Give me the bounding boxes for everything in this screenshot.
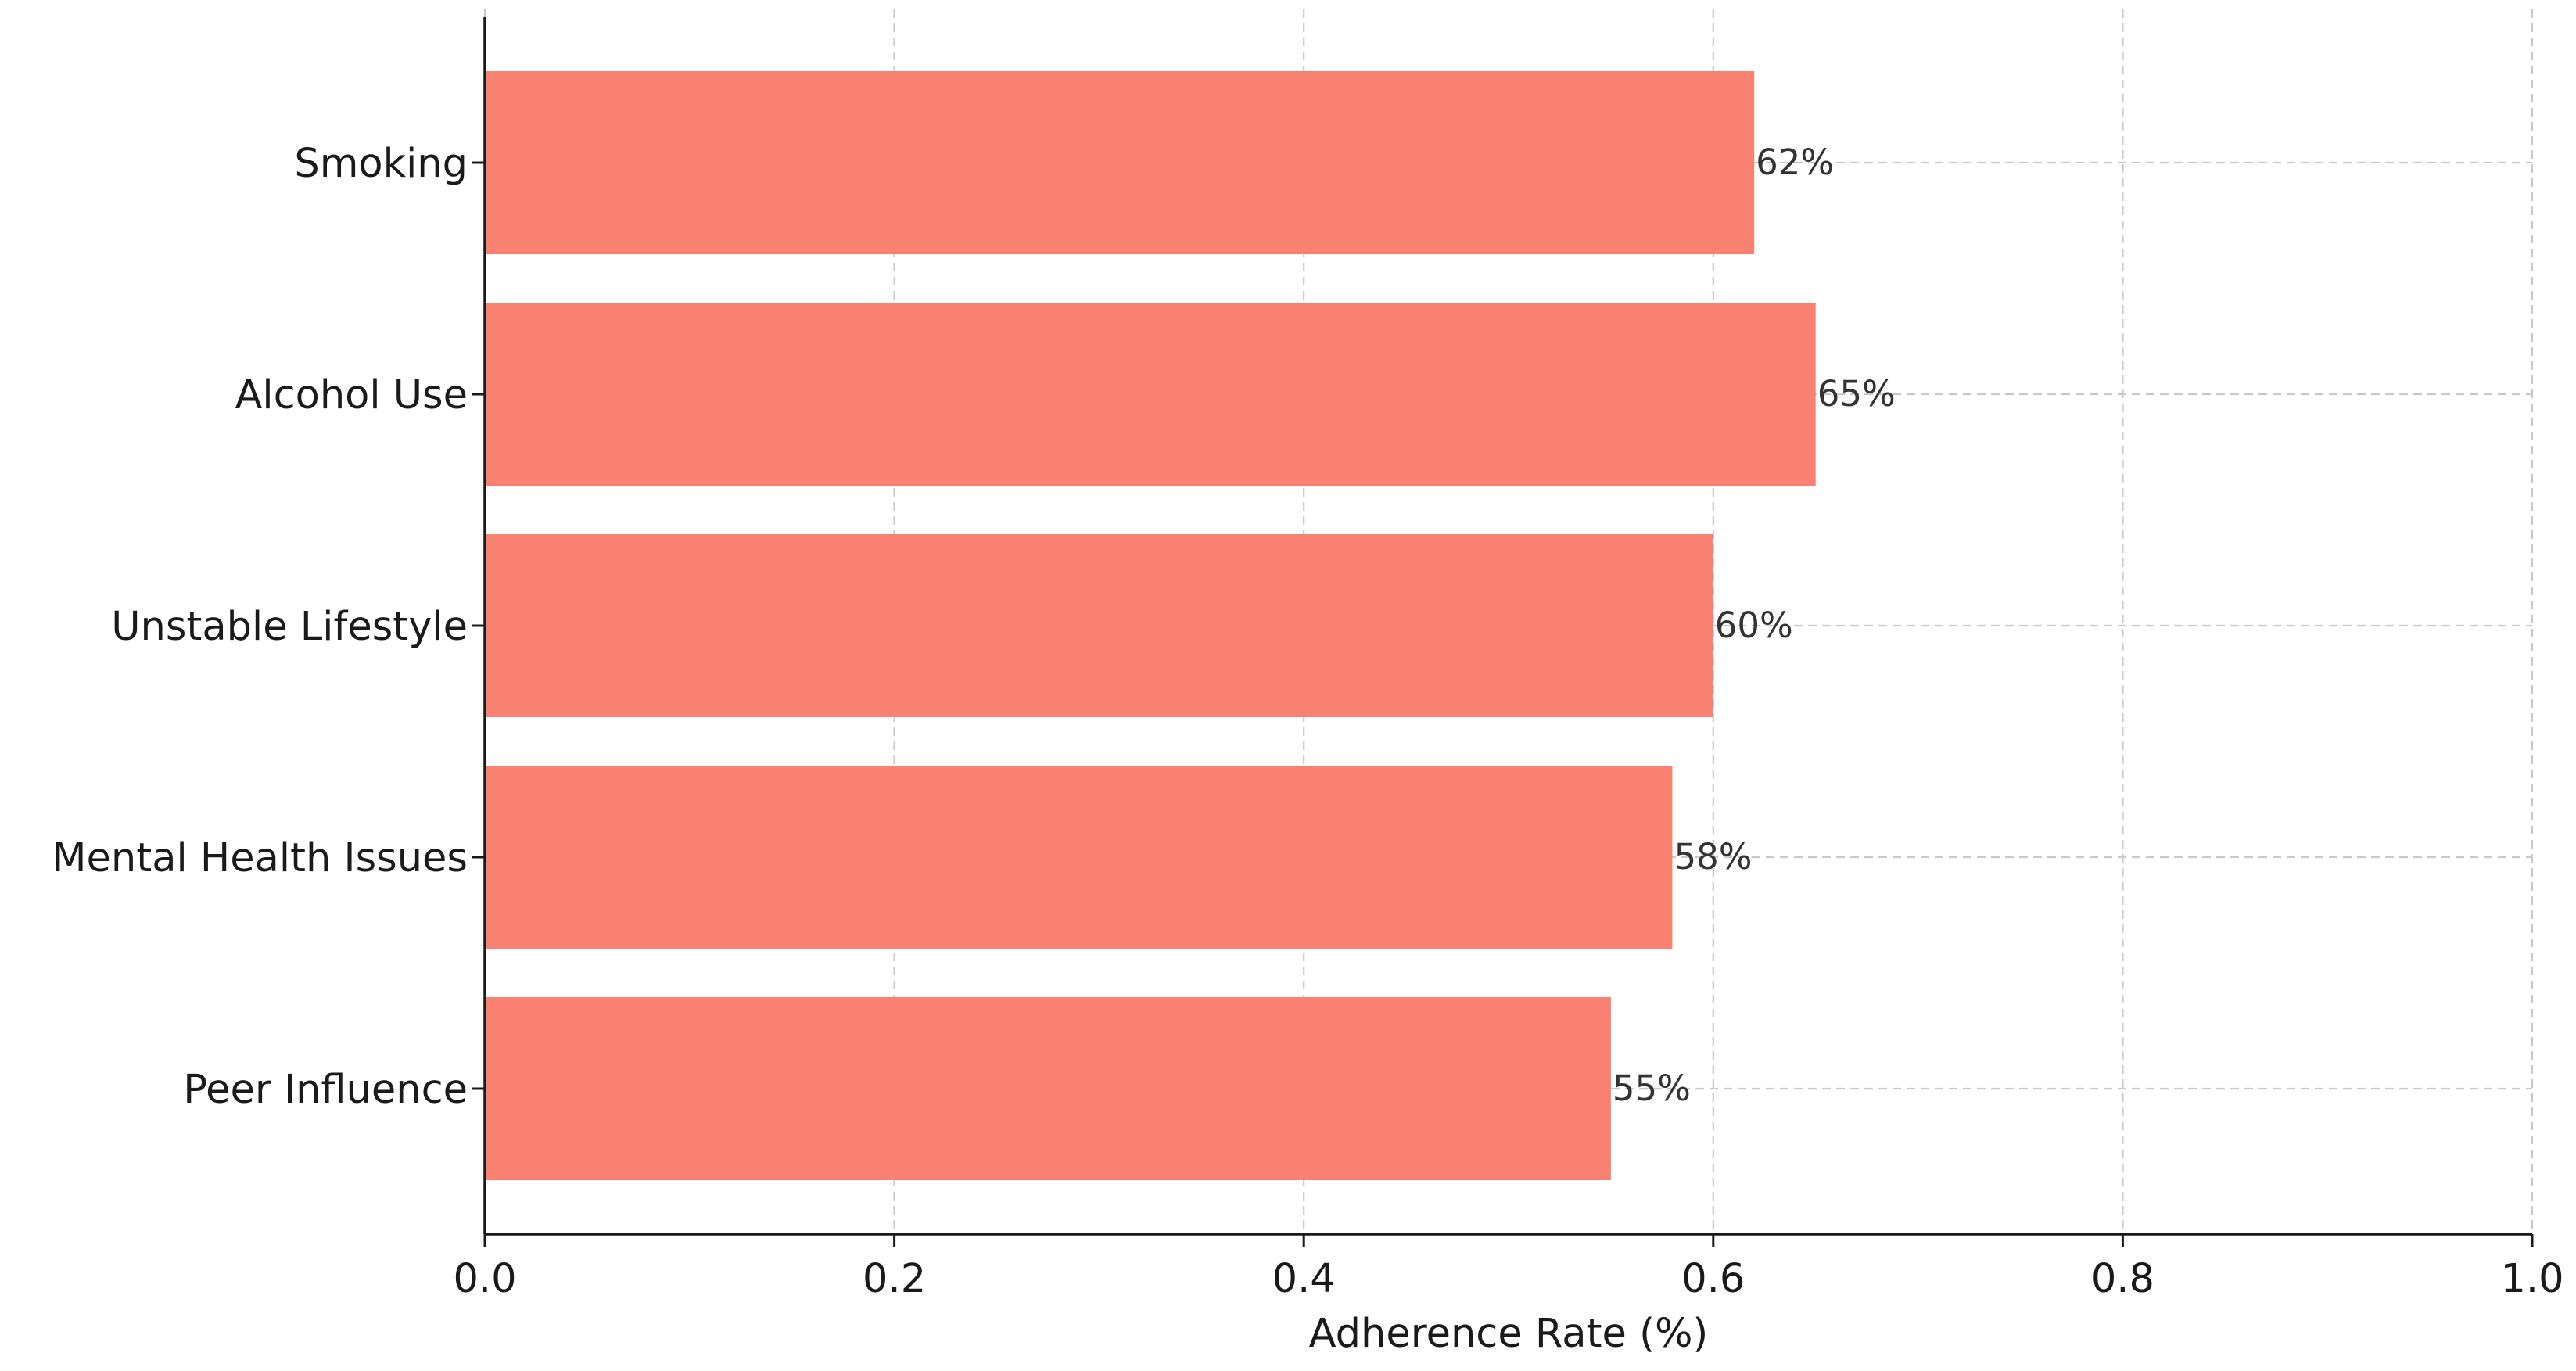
bar: [485, 534, 1713, 717]
x-tick-label: 0.0: [453, 1256, 516, 1302]
bar: [485, 71, 1755, 254]
x-tick-label: 0.4: [1272, 1256, 1336, 1302]
bar-value-label: 58%: [1674, 836, 1752, 878]
bar: [485, 303, 1816, 486]
bar: [485, 997, 1611, 1180]
bar: [485, 766, 1673, 949]
label-layer: 0.0 0.2 0.4 0.6 0.8 1.0 Smoking 62% Alcohol Use 6…: [52, 141, 2564, 1302]
category-label: Unstable Lifestyle: [111, 604, 468, 650]
bar-value-label: 62%: [1756, 142, 1834, 183]
category-label: Smoking: [294, 141, 468, 187]
x-tick-label: 0.2: [863, 1256, 926, 1302]
bar-value-label: 55%: [1613, 1068, 1691, 1109]
category-label: Mental Health Issues: [52, 835, 468, 881]
bar-value-label: 60%: [1715, 605, 1793, 646]
x-tick-label: 1.0: [2500, 1256, 2563, 1302]
bar-layer: [485, 71, 1816, 1180]
x-tick-label: 0.6: [1681, 1256, 1745, 1302]
bar-value-label: 65%: [1817, 373, 1896, 415]
category-label: Peer Influence: [183, 1067, 468, 1113]
category-label: Alcohol Use: [235, 372, 468, 418]
x-axis-title: Adherence Rate (%): [1309, 1311, 1709, 1357]
x-tick-label: 0.8: [2091, 1256, 2154, 1302]
